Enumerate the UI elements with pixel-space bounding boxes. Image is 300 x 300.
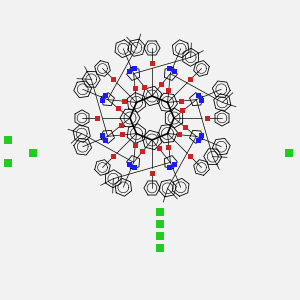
Bar xyxy=(133,85,137,91)
Bar xyxy=(179,98,184,104)
Bar xyxy=(156,244,164,252)
Bar xyxy=(180,108,185,113)
Bar xyxy=(4,159,12,167)
Bar xyxy=(132,165,137,170)
Bar xyxy=(100,133,105,138)
Bar xyxy=(196,93,201,98)
Bar xyxy=(188,76,194,82)
Bar xyxy=(100,98,105,103)
Bar xyxy=(149,170,154,175)
Bar xyxy=(188,154,194,159)
Bar xyxy=(103,138,108,143)
Bar xyxy=(156,208,164,216)
Bar xyxy=(177,132,182,137)
Bar xyxy=(199,98,204,103)
Bar xyxy=(167,165,172,170)
Bar xyxy=(172,69,177,74)
Bar xyxy=(111,154,116,159)
Bar xyxy=(29,149,37,157)
Bar xyxy=(127,162,132,167)
Bar xyxy=(127,69,132,74)
Bar xyxy=(156,220,164,228)
Bar xyxy=(285,149,293,157)
Bar xyxy=(167,146,172,151)
Bar xyxy=(159,82,164,87)
Bar xyxy=(116,106,121,111)
Bar xyxy=(118,123,124,128)
Bar xyxy=(4,136,12,144)
Bar xyxy=(196,138,201,143)
Bar xyxy=(111,76,116,82)
Bar xyxy=(103,93,108,98)
Bar xyxy=(166,88,171,93)
Bar xyxy=(157,146,162,152)
Bar xyxy=(94,116,100,121)
Bar xyxy=(183,125,188,130)
Bar xyxy=(142,85,147,90)
Bar xyxy=(132,66,137,71)
Bar xyxy=(119,133,124,137)
Bar xyxy=(199,133,204,138)
Bar xyxy=(140,149,145,154)
Bar xyxy=(205,116,209,121)
Bar xyxy=(149,61,154,65)
Bar xyxy=(133,142,138,148)
Bar xyxy=(167,66,172,71)
Bar xyxy=(156,232,164,240)
Bar xyxy=(172,162,177,167)
Bar xyxy=(122,99,128,104)
